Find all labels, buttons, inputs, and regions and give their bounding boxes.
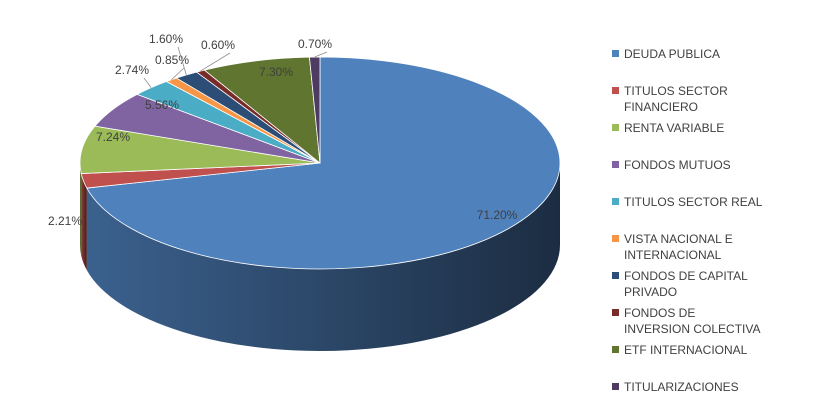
data-label: 7.30%	[259, 65, 293, 79]
legend-label: FONDOS DE CAPITAL PRIVADO	[624, 269, 748, 299]
legend-item: FONDOS DE INVERSION COLECTIVA	[612, 305, 764, 337]
legend-swatch	[612, 235, 619, 242]
data-label: 0.60%	[201, 38, 235, 52]
leader-line	[143, 77, 152, 88]
legend-swatch	[612, 124, 619, 131]
leader-line	[314, 51, 328, 58]
legend-label: FONDOS DE INVERSION COLECTIVA	[624, 306, 761, 336]
legend-swatch	[612, 87, 619, 94]
legend-label: TITULOS SECTOR REAL	[624, 195, 763, 209]
slice-side	[86, 163, 561, 352]
legend-item: VISTA NACIONAL E INTERNACIONAL	[612, 231, 764, 263]
legend-swatch	[612, 309, 619, 316]
legend-label: RENTA VARIABLE	[624, 121, 725, 135]
data-label: 5.56%	[145, 98, 179, 112]
legend-item: TITULOS SECTOR REAL	[612, 194, 764, 210]
legend-label: TITULARIZACIONES	[624, 380, 739, 394]
data-label: 2.21%	[48, 214, 82, 228]
slice	[86, 56, 561, 270]
data-label: 71.20%	[477, 208, 518, 222]
leader-line	[177, 46, 187, 76]
legend-swatch	[612, 198, 619, 205]
data-label: 2.74%	[115, 63, 149, 77]
legend-item: RENTA VARIABLE	[612, 120, 764, 136]
leader-line	[171, 67, 185, 81]
data-label: 7.24%	[96, 130, 130, 144]
legend-label: VISTA NACIONAL E INTERNACIONAL	[624, 232, 733, 262]
legend-item: ETF INTERNACIONAL	[612, 342, 764, 358]
legend-item: FONDOS MUTUOS	[612, 157, 764, 173]
legend-swatch	[612, 272, 619, 279]
legend-swatch	[612, 161, 619, 168]
data-label: 1.60%	[149, 32, 183, 46]
data-label: 0.85%	[155, 53, 189, 67]
legend-swatch	[612, 50, 619, 57]
legend-item: FONDOS DE CAPITAL PRIVADO	[612, 268, 764, 300]
leader-line	[200, 52, 231, 72]
slice-side	[80, 163, 82, 256]
slice	[79, 125, 321, 174]
legend-label: DEUDA PUBLICA	[624, 47, 721, 61]
data-label: 0.70%	[298, 37, 332, 51]
legend-label: ETF INTERNACIONAL	[624, 343, 748, 357]
legend-label: TITULOS SECTOR FINANCIERO	[624, 84, 728, 114]
legend-swatch	[612, 346, 619, 353]
legend-item: DEUDA PUBLICA	[612, 46, 764, 62]
pie-area: 71.20% 2.21% 7.24% 5.56% 2.74% 0.85% 1.60% 0.60…	[48, 32, 561, 352]
slice-side	[81, 173, 87, 271]
legend-item: TITULOS SECTOR FINANCIERO	[612, 83, 764, 115]
slice	[203, 56, 321, 164]
legend-item: TITULARIZACIONES	[612, 379, 764, 395]
legend-label: FONDOS MUTUOS	[624, 158, 731, 172]
legend-swatch	[612, 383, 619, 390]
